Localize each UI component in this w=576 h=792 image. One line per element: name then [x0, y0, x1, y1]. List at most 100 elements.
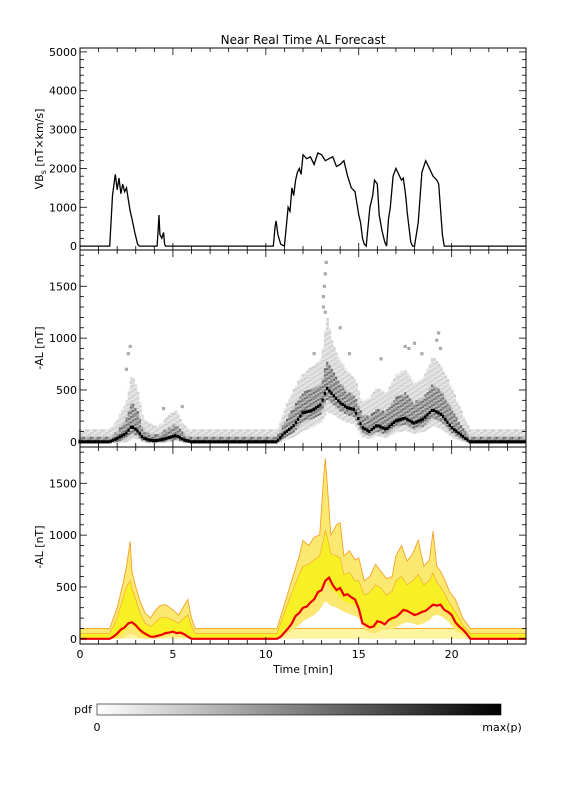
pdf-cell: [310, 407, 314, 411]
pdf-cell: [361, 422, 365, 426]
pdf-cell: [339, 384, 343, 388]
pdf-cell: [381, 400, 385, 404]
pdf-cell: [439, 424, 443, 428]
pdf-cell: [433, 414, 436, 418]
pdf-cell: [263, 434, 267, 438]
pdf-cell: [386, 404, 390, 408]
pdf-cell: [245, 431, 249, 434]
pdf-cell: [417, 417, 421, 421]
pdf-cell: [306, 379, 309, 383]
pdf-cell: [288, 402, 292, 406]
pdf-cell: [261, 434, 265, 438]
pdf-cell: [390, 420, 394, 424]
pdf-cell: [149, 436, 153, 439]
pdf-cell: [303, 373, 307, 376]
pdf-cell: [297, 391, 300, 395]
pdf-cell: [285, 431, 289, 435]
pdf-median-cell: [212, 440, 216, 444]
pdf-cell: [410, 423, 414, 427]
pdf-cell: [435, 392, 439, 396]
pdf-cell: [430, 361, 434, 365]
pdf-cell: [132, 387, 135, 391]
pdf-cell: [123, 427, 126, 431]
pdf-cell: [352, 387, 356, 391]
pdf-cell: [337, 404, 341, 408]
pdf-cell: [303, 374, 307, 378]
pdf-cell: [364, 420, 367, 423]
pdf-cell: [134, 408, 138, 412]
pdf-cell: [136, 426, 140, 429]
pdf-cell: [194, 434, 198, 438]
pdf-cell: [299, 416, 303, 420]
pdf-cell: [254, 438, 258, 442]
pdf-cell: [348, 384, 352, 388]
pdf-cell: [339, 408, 343, 412]
pdf-cell: [259, 431, 263, 434]
pdf-cell: [294, 415, 298, 419]
pdf-cell: [430, 404, 434, 408]
pdf-cell: [426, 405, 430, 409]
pdf-cell: [120, 424, 124, 428]
pdf-cell: [212, 431, 216, 434]
pdf-cell: [393, 397, 396, 401]
pdf-cell: [397, 429, 401, 433]
pdf-cell: [156, 435, 160, 439]
pdf-median-cell: [317, 404, 321, 409]
pdf-cell: [303, 380, 307, 384]
pdf-cell: [303, 392, 307, 396]
pdf-cell: [123, 411, 126, 415]
pdf-cell: [399, 372, 403, 376]
pdf-cell: [319, 371, 323, 375]
pdf-cell: [330, 368, 334, 372]
pdf-cell: [274, 429, 278, 433]
pdf-cell: [143, 424, 147, 428]
pdf-cell: [337, 363, 341, 367]
pdf-cell: [328, 376, 332, 380]
pdf-cell: [388, 403, 392, 407]
pdf-cell: [448, 404, 452, 407]
pdf-cell: [303, 390, 307, 394]
pdf-cell: [332, 400, 336, 404]
pdf-cell: [335, 374, 338, 378]
pdf-cell: [190, 434, 193, 438]
pdf-cell: [143, 431, 147, 435]
pdf-cell: [127, 404, 131, 408]
pdf-cell: [346, 412, 349, 416]
pdf-cell: [390, 405, 394, 409]
pdf-cell: [433, 403, 436, 406]
pdf-cell: [448, 397, 452, 401]
pdf-cell: [399, 395, 403, 398]
pdf-cell: [375, 407, 378, 411]
pdf-cell: [408, 411, 412, 415]
pdf-cell: [381, 434, 385, 438]
pdf-cell: [335, 356, 338, 359]
pdf-cell: [366, 433, 370, 437]
pdf-cell: [428, 421, 432, 424]
pdf-cell: [404, 401, 407, 405]
pdf-cell: [134, 384, 138, 387]
pdf-cell: [343, 415, 347, 418]
pdf-cell: [123, 439, 126, 443]
pdf-median-cell: [263, 440, 267, 444]
pdf-cell: [127, 389, 131, 393]
pdf-cell: [422, 376, 425, 380]
pdf-cell: [174, 427, 178, 431]
pdf-cell: [96, 432, 100, 436]
pdf-cell: [399, 410, 403, 413]
pdf-cell: [415, 428, 419, 432]
pdf-cell: [332, 381, 336, 385]
pdf-cell: [386, 423, 390, 427]
pdf-cell: [236, 434, 240, 438]
pdf-cell: [123, 421, 126, 425]
pdf-cell: [330, 351, 334, 355]
pdf-cell: [270, 429, 274, 433]
pdf-cell: [361, 417, 365, 421]
pdf-median-cell: [147, 438, 151, 442]
pdf-cell: [343, 387, 347, 390]
pdf-cell: [272, 436, 276, 440]
pdf-cell: [310, 392, 314, 396]
pdf-cell: [451, 399, 454, 402]
pdf-cell: [404, 377, 407, 381]
pdf-cell: [323, 412, 327, 416]
pdf-cell: [317, 388, 321, 392]
